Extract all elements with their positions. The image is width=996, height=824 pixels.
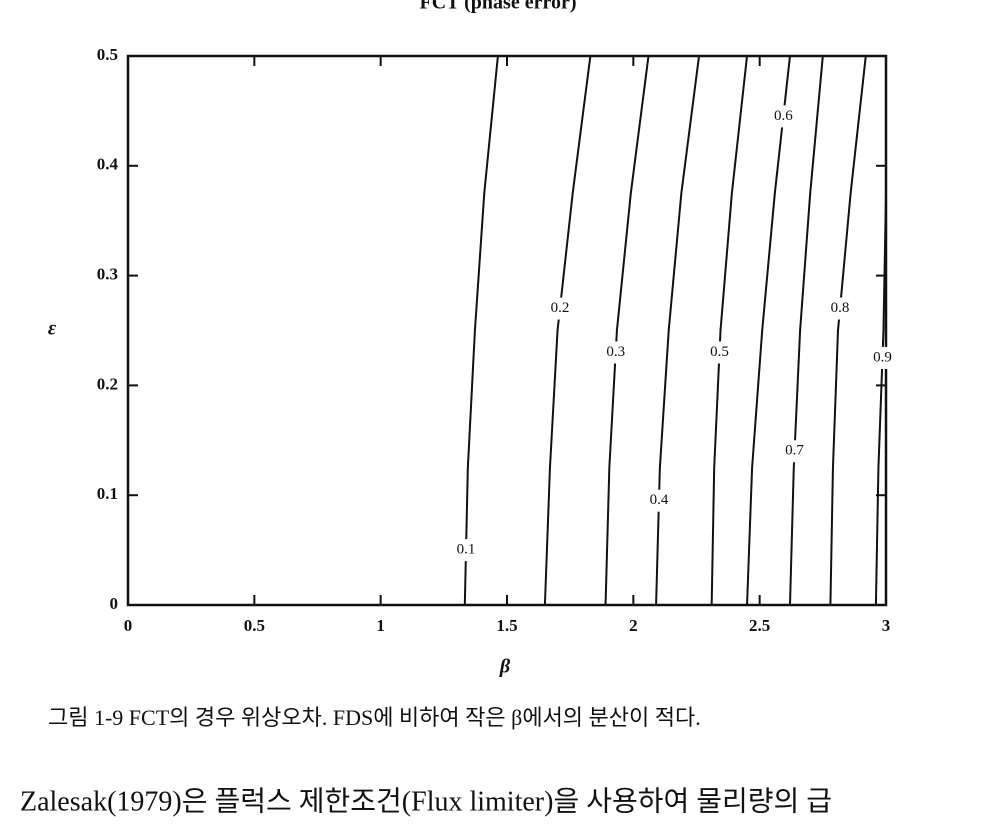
- y-tick-label: 0.1: [97, 484, 118, 503]
- contour-label-bg: [451, 539, 482, 562]
- contour-label-bg: [544, 297, 575, 320]
- x-tick-label: 1: [376, 616, 385, 635]
- contour-label: 0.3: [606, 344, 625, 360]
- contour-label: 0.8: [831, 300, 850, 316]
- contour-line: [710, 55, 749, 606]
- y-tick-label: 0: [110, 594, 119, 613]
- contour-label: 0.2: [551, 300, 570, 316]
- contour-label-bg: [867, 346, 898, 369]
- plot-frame: [126, 54, 888, 607]
- contour-label: 0.7: [785, 443, 804, 459]
- y-tick-label: 0.4: [97, 155, 119, 174]
- contour-label-bg: [643, 489, 674, 512]
- contour-label: 0.4: [650, 492, 669, 508]
- chart-title: FCT (phase error): [419, 0, 576, 14]
- contour-label-bg: [779, 440, 810, 463]
- x-axis-label: β: [499, 656, 511, 678]
- contour-line: [655, 55, 701, 606]
- contour-line: [543, 55, 592, 606]
- x-tick-label: 0: [124, 616, 133, 635]
- contour-label: 0.6: [774, 108, 793, 124]
- figure-caption: 그림 1-9 FCT의 경우 위상오차. FDS에 비하여 작은 β에서의 분산…: [48, 705, 701, 730]
- y-tick-label: 0.5: [97, 45, 118, 64]
- x-tick-label: 2: [629, 616, 638, 635]
- x-tick-label: 3: [882, 616, 891, 635]
- contour-label: 0.1: [457, 542, 476, 558]
- x-tick-label: 2.5: [749, 616, 770, 635]
- x-tick-label: 0.5: [244, 616, 265, 635]
- contour-line: [874, 56, 887, 606]
- contour-line: [829, 55, 867, 606]
- contour-line: [463, 55, 499, 606]
- x-tick-label: 1.5: [496, 616, 517, 635]
- contour-label-bg: [600, 341, 631, 364]
- contour-line: [746, 55, 791, 606]
- y-tick-label: 0.3: [97, 265, 118, 284]
- contour-label: 0.5: [710, 344, 729, 360]
- contour-label-bg: [825, 297, 856, 320]
- contour-line: [788, 55, 824, 606]
- y-axis-label: ε: [48, 318, 57, 340]
- contour-label-bg: [704, 341, 735, 364]
- contour-line: [604, 55, 650, 606]
- body-text: Zalesak(1979)은 플럭스 제한조건(Flux limiter)을 사…: [20, 785, 832, 817]
- y-tick-label: 0.2: [97, 374, 118, 393]
- contour-label-bg: [768, 105, 799, 128]
- contour-label: 0.9: [873, 349, 892, 365]
